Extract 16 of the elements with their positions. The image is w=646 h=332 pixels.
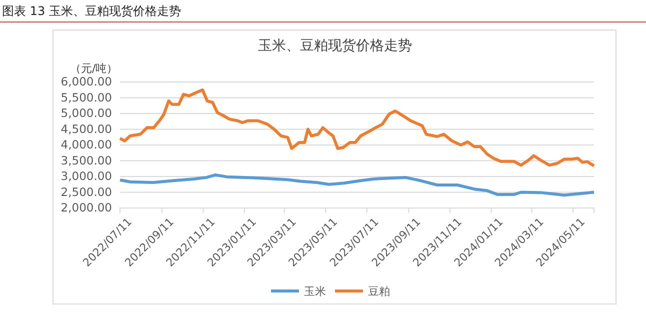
y-tick-label: 5,500.00 [60,90,112,104]
y-tick-label: 3,000.00 [60,169,112,184]
chart-title: 玉米、豆粕现货价格走势 [258,38,412,54]
y-axis-title: （元/吨） [70,62,118,75]
y-tick-label: 4,000.00 [60,138,112,152]
text: 图表 13 玉米、豆粕现货价格走势 [2,4,181,18]
y-tick-label: 2,500.00 [60,184,112,199]
y-tick-label: 3,500.00 [60,153,112,168]
line-series [118,173,596,197]
y-tick-label: 2,000.00 [60,200,112,215]
y-tick-label: 4,500.00 [60,122,112,136]
y-tick-label: 6,000.00 [60,74,112,89]
line-series [118,88,596,168]
legend-label: 玉米 [304,285,326,298]
y-tick-label: 5,000.00 [60,106,112,120]
legend-label: 豆粕 [368,285,390,298]
